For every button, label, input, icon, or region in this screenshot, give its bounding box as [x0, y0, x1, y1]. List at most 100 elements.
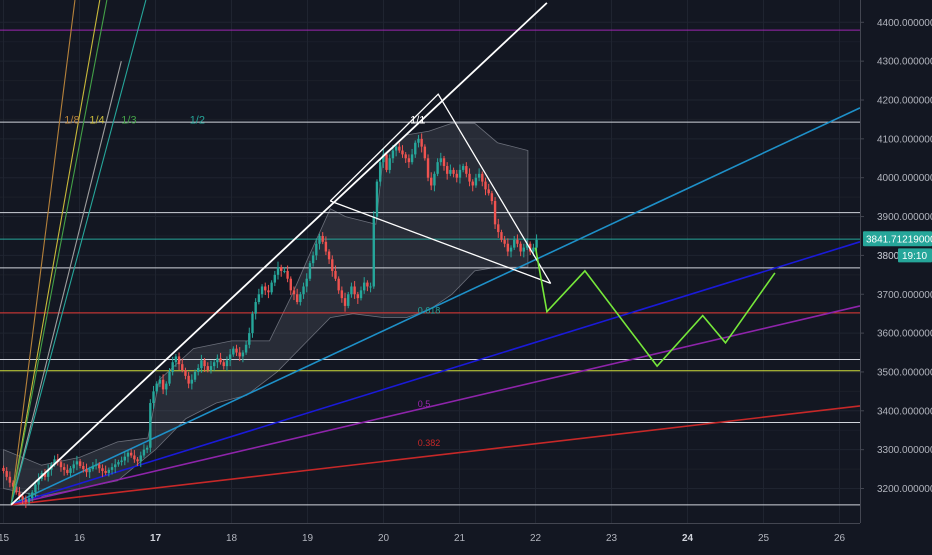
candle-body [516, 239, 519, 244]
last-price-tag-label: 3841.71219000 [866, 235, 932, 246]
candle-body [347, 294, 350, 306]
candle-body [340, 290, 344, 299]
candle-body [37, 478, 40, 485]
candle-body [139, 455, 142, 462]
candle-body [193, 371, 197, 380]
candle-body [474, 177, 478, 186]
candle-body [350, 286, 353, 295]
candle-body [359, 290, 363, 299]
candle-body [295, 294, 299, 303]
price-tick-label: 3900.00000000 [877, 212, 932, 223]
candle-body [280, 267, 283, 271]
candle-body [158, 379, 162, 384]
candle-body [305, 278, 308, 287]
candle-body [490, 193, 494, 202]
time-tick-label: 21 [454, 533, 466, 544]
last-price-tag [863, 231, 932, 247]
candle-body [484, 181, 487, 190]
price-tick-label: 3300.00000000 [877, 445, 932, 456]
candle-body [331, 259, 334, 271]
candle-body [299, 294, 302, 303]
candle-body [2, 467, 5, 472]
candle-body [241, 352, 245, 357]
candle-body [187, 375, 190, 384]
gann-fan-label: 1/4 [89, 114, 104, 126]
candle-body [276, 267, 280, 275]
candle-body [78, 461, 82, 466]
time-tick-label: 19 [302, 533, 314, 544]
candle-body [506, 243, 510, 252]
candle-body [318, 235, 321, 244]
countdown-tag [898, 248, 932, 263]
candle-body [129, 452, 133, 456]
candle-body [414, 142, 417, 155]
candle-body [177, 356, 181, 365]
ichimoku-envelope [3, 122, 529, 497]
price-tick-label: 3700.00000000 [877, 290, 932, 301]
candle-body [465, 166, 468, 174]
price-tick-label: 4000.00000000 [877, 173, 932, 184]
candle-body [264, 286, 267, 291]
trend-line [10, 107, 861, 506]
candle-body [197, 368, 200, 372]
candle-body [75, 461, 79, 465]
candle-body [244, 344, 248, 353]
envelope-band [3, 122, 529, 497]
candle-body [238, 352, 241, 357]
candle-body [126, 452, 130, 457]
candle-body [27, 498, 31, 503]
candle-body [21, 496, 24, 500]
candle-body [522, 247, 525, 252]
candle-body [11, 482, 15, 487]
time-tick-label: 17 [150, 533, 162, 544]
time-axis-panel [0, 523, 932, 550]
candle-body [53, 459, 56, 465]
horizontal-levels [0, 29, 860, 506]
candle-body [327, 251, 331, 260]
candle-body [292, 290, 296, 295]
gann-fan [10, 0, 548, 506]
candle-body [260, 286, 264, 295]
price-tick-label: 3200.00000000 [877, 484, 932, 495]
trend-line [10, 241, 861, 506]
candle-body [114, 464, 117, 468]
candle-body [142, 449, 146, 456]
candle-body [369, 286, 372, 288]
candle-body [407, 158, 411, 163]
candle-body [69, 468, 72, 473]
candle-body [120, 460, 123, 463]
candle-body [519, 243, 522, 252]
candle-body [62, 467, 66, 470]
candle-body [372, 216, 375, 287]
candle-body [209, 366, 213, 371]
candle-body [311, 255, 315, 264]
candle-body [423, 146, 427, 159]
candle-body [251, 313, 254, 334]
candle-body [88, 469, 91, 473]
candle-body [222, 362, 225, 367]
candle-body [481, 173, 484, 182]
trend-line [11, 405, 861, 506]
candle-body [91, 465, 95, 470]
candles [2, 133, 538, 508]
candle-body [200, 360, 203, 369]
candle-body [398, 146, 401, 151]
candle-body [24, 499, 28, 503]
trend-line [10, 305, 861, 506]
candle-body [212, 362, 216, 367]
triangle-pattern [329, 93, 552, 284]
projection-zigzag [534, 247, 776, 368]
candle-body [477, 173, 481, 178]
candle-body [171, 362, 174, 372]
time-tick-label: 22 [530, 533, 542, 544]
candle-body [503, 239, 506, 244]
candle-body [442, 158, 446, 167]
candle-body [181, 364, 184, 371]
candle-body [43, 472, 47, 477]
candle-body [452, 169, 455, 174]
candle-body [391, 150, 395, 159]
trend-lines [10, 107, 861, 506]
